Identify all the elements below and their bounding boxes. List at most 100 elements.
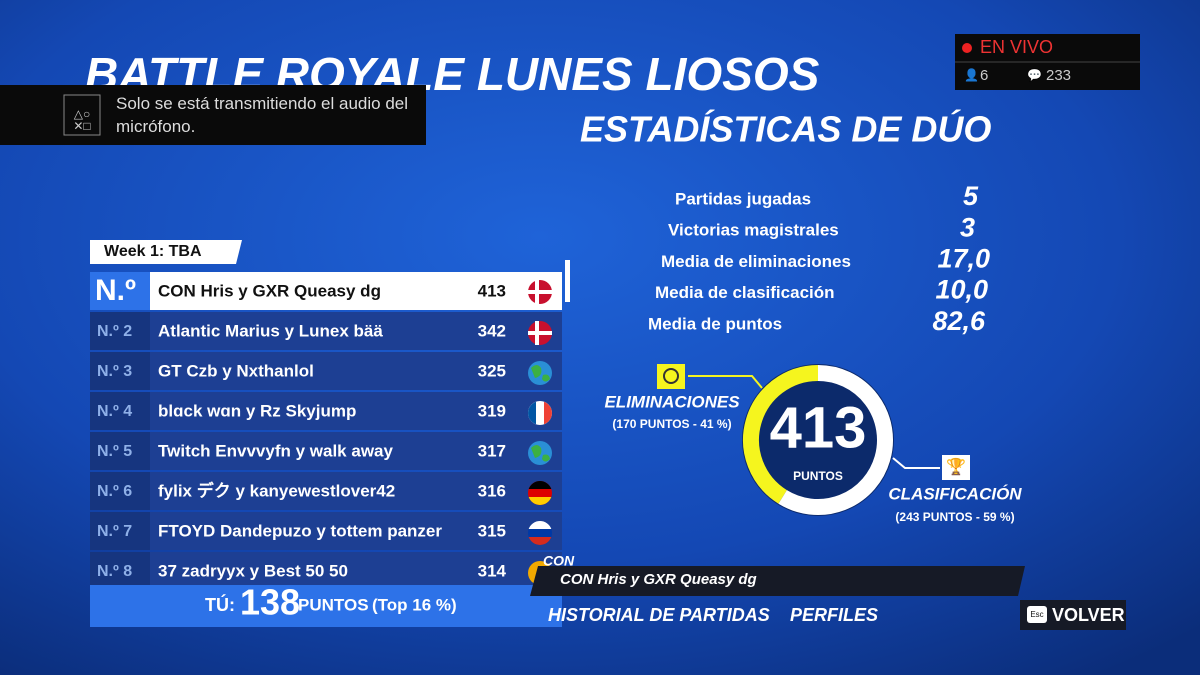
stat-value: 82,6 xyxy=(932,306,986,336)
row xyxy=(90,272,562,310)
team: fylix デク y kanyewestlover42 xyxy=(158,480,395,500)
rank-cell xyxy=(90,512,150,550)
points: 317 xyxy=(478,441,506,460)
points: 314 xyxy=(478,561,507,580)
rank-cell xyxy=(90,552,150,590)
placement-detail: (243 PUNTOS - 59 %) xyxy=(895,510,1014,524)
you-points: 138 xyxy=(240,582,300,623)
rank-cell xyxy=(90,432,150,470)
row xyxy=(90,432,562,470)
stat-value: 10,0 xyxy=(935,275,988,305)
points: 319 xyxy=(478,401,506,420)
rank: N.º 2 xyxy=(97,323,132,340)
live-label: EN VIVO xyxy=(980,37,1053,57)
selected-panel xyxy=(530,566,1025,596)
viewer-icon: 👤 xyxy=(964,68,979,82)
team: Atlantic Marius y Lunex bää xyxy=(158,321,383,340)
flag xyxy=(528,280,552,304)
row xyxy=(90,312,562,350)
flag xyxy=(528,521,552,545)
rank: N.º 6 xyxy=(97,483,132,500)
placement-label: CLASIFICACIÓN xyxy=(888,484,1022,503)
row xyxy=(90,392,562,430)
points: 342 xyxy=(478,321,506,340)
rank-cell xyxy=(90,272,150,310)
ps-icon xyxy=(63,94,101,136)
you-label: TÚ: xyxy=(205,594,235,615)
crosshair xyxy=(663,368,679,384)
ps-glyph: △○ ✕□ xyxy=(73,107,90,133)
stat-label: Media de clasificación xyxy=(655,283,835,302)
stat-label: Victorias magistrales xyxy=(668,221,839,240)
notification-text: Solo se está transmitiendo el audio del … xyxy=(116,94,409,136)
leaderboard-rows: N.º CON Hris y GXR Queasy dg 413 N.º 2 Atlan… xyxy=(90,272,562,590)
flag xyxy=(528,321,552,345)
rank: N.º 7 xyxy=(97,523,132,540)
week-label: Week 1: TBA xyxy=(104,243,202,260)
notification-box: Solo se está transmitiendo el audio del … xyxy=(116,94,409,136)
rank-cell xyxy=(90,312,150,350)
flag xyxy=(528,441,552,465)
live-dot xyxy=(962,43,972,53)
viewers: 6 xyxy=(980,67,988,84)
scrollbar xyxy=(565,260,570,302)
eliminations-icon xyxy=(657,364,685,389)
row xyxy=(90,552,562,590)
rank: N.º 4 xyxy=(97,403,132,420)
team: Twitch Envvvyfn y walk away xyxy=(158,441,393,460)
eliminations-label: ELIMINACIONES xyxy=(604,392,740,411)
rank: N.º 3 xyxy=(97,363,132,380)
stat-label: Media de eliminaciones xyxy=(661,252,851,271)
you-unit: PUNTOS xyxy=(298,595,369,614)
rank-cell xyxy=(90,352,150,390)
selected-team: CON Hris y GXR Queasy dg xyxy=(560,571,757,588)
back-label[interactable]: VOLVER xyxy=(1052,605,1125,625)
stat-value: 5 xyxy=(963,181,979,211)
rank-cell xyxy=(90,392,150,430)
row xyxy=(90,352,562,390)
menu-item[interactable]: PERFILES xyxy=(790,605,878,625)
comments: 233 xyxy=(1046,67,1071,84)
row xyxy=(90,512,562,550)
subtitle: ESTADÍSTICAS DE DÚO xyxy=(580,109,991,150)
stat-value: 3 xyxy=(960,212,975,242)
points: 325 xyxy=(478,361,506,380)
placement-icon xyxy=(942,455,970,480)
team: blɑck wɑn y Rz Skyjump xyxy=(158,401,356,420)
week-tab xyxy=(90,240,242,264)
team: GT Czb y Nxthanlol xyxy=(158,361,314,380)
donut-segment xyxy=(743,365,819,504)
eliminations-detail: (170 PUNTOS - 41 %) xyxy=(612,417,731,431)
donut-segment xyxy=(778,365,893,515)
selected-tag: CON xyxy=(543,553,575,569)
flag xyxy=(528,481,552,505)
team: CON Hris y GXR Queasy dg xyxy=(158,281,381,300)
rank: N.º 5 xyxy=(97,443,132,460)
menu-item[interactable]: HISTORIAL DE PARTIDAS xyxy=(548,605,770,625)
row xyxy=(90,472,562,510)
placement-line xyxy=(892,457,940,469)
rank: N.º 8 xyxy=(97,563,132,580)
you-bar xyxy=(90,585,562,627)
team: 37 zadryyx y Best 50 50 xyxy=(158,561,348,580)
score-unit: PUNTOS xyxy=(793,469,843,483)
score-total: 413 xyxy=(770,395,867,460)
team: FTOYD Dandepuzo y tottem panzer xyxy=(158,521,442,540)
you-top: (Top 16 %) xyxy=(372,595,457,614)
donut-hole xyxy=(742,364,894,516)
stat-label: Media de puntos xyxy=(648,314,782,333)
flag xyxy=(528,361,552,385)
points: 316 xyxy=(478,481,506,500)
score-donut: 413 PUNTOS xyxy=(742,364,894,516)
comment-icon: 💬 xyxy=(1027,68,1042,82)
stat-label: Partidas jugadas xyxy=(675,189,811,208)
flag xyxy=(528,401,552,425)
points: 315 xyxy=(478,521,506,540)
key-cap xyxy=(1027,606,1047,623)
stats: Partidas jugadas 5 Victorias magistrales 3 M… xyxy=(648,181,990,336)
trophy: 🏆 xyxy=(946,457,966,476)
key-label: Esc xyxy=(1030,610,1043,619)
stat-value: 17,0 xyxy=(937,244,990,274)
